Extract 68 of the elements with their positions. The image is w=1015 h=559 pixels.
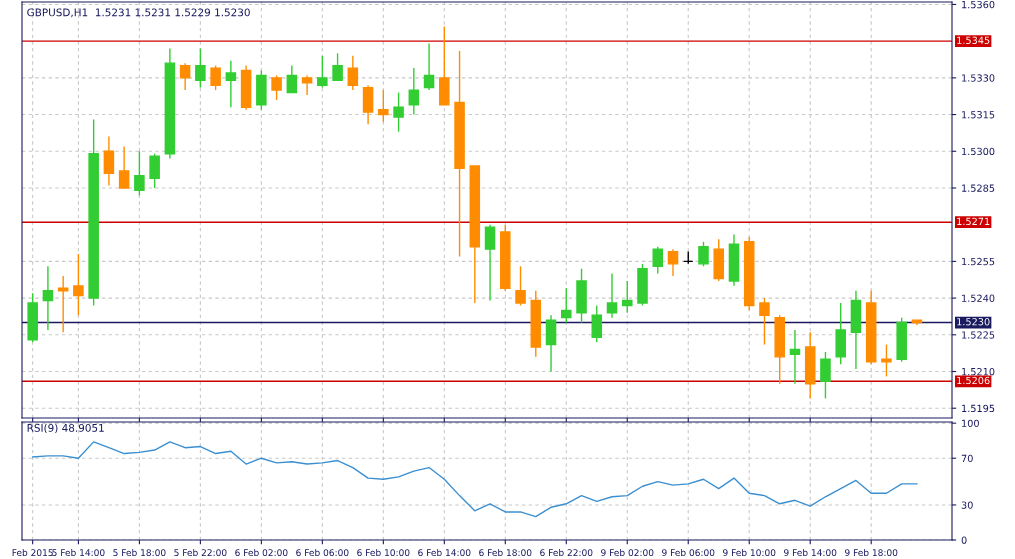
candlestick (73, 253, 84, 316)
x-tick-label: 9 Feb 18:00 (845, 549, 898, 557)
x-tick-label: 6 Feb 06:00 (296, 549, 349, 557)
y-tick-label: 1.5195 (962, 404, 995, 413)
y-tick-label: 1.5210 (962, 367, 995, 376)
candlestick (591, 304, 603, 343)
y-tick-label: 1.5240 (962, 294, 995, 302)
y-tick-label: 1.5255 (962, 257, 995, 266)
y-tick-label: 100 (962, 419, 979, 427)
candlestick (195, 47, 206, 89)
candlestick (698, 241, 709, 267)
text: GBPUSD,H1 1.5231 1.5231 1.5229 1.5230 (27, 8, 250, 18)
chart-title: RSI(9) 48.9051 (27, 423, 104, 434)
y-tick-label: 1.5225 (962, 331, 995, 339)
x-tick-label: 9 Feb 02:00 (601, 549, 654, 557)
x-tick-label: 9 Feb 06:00 (662, 549, 715, 557)
candlestick (271, 74, 282, 101)
x-tick-label: Feb 2015 (12, 549, 53, 557)
candlestick (667, 248, 679, 277)
candlestick (210, 64, 221, 91)
candlestick (820, 351, 831, 400)
candlestick (225, 60, 237, 108)
candlestick (621, 280, 633, 314)
candlestick (408, 67, 420, 116)
candlestick (347, 55, 359, 91)
candlestick (149, 153, 160, 189)
candlestick (332, 52, 343, 82)
x-tick-label: 6 Feb 02:00 (235, 549, 288, 557)
x-tick-label: 5 Feb 22:00 (174, 549, 227, 557)
candlestick (103, 135, 115, 187)
candlestick (759, 297, 770, 346)
candlestick (484, 223, 496, 302)
candlestick (179, 62, 191, 91)
candlestick (789, 329, 801, 385)
y-tick-label: 1.5360 (962, 0, 995, 9)
ref-line-label: 1.5345 (957, 36, 990, 44)
y-tick-label: 0 (961, 536, 967, 544)
y-tick-label: 1.5285 (962, 184, 995, 192)
x-tick-label: 9 Feb 14:00 (784, 549, 837, 557)
x-tick-label: 6 Feb 18:00 (479, 549, 532, 557)
candlestick (606, 272, 618, 319)
x-tick-label: 9 Feb 10:00 (723, 549, 776, 557)
y-tick-label: 1.5330 (962, 74, 995, 82)
candlestick (42, 265, 54, 331)
ref-line-label: 1.5206 (957, 376, 990, 385)
y-tick-label: 70 (961, 454, 973, 463)
candlestick (423, 42, 435, 91)
ref-line-label: 1.5271 (957, 217, 990, 226)
candlestick (378, 89, 389, 123)
line-series (31, 441, 918, 518)
x-tick-label: 5 Feb 18:00 (113, 549, 166, 557)
y-tick-label: 30 (961, 501, 973, 509)
candlestick (652, 246, 664, 275)
y-tick-label: 1.5315 (962, 111, 995, 119)
x-tick-label: 6 Feb 22:00 (540, 549, 593, 557)
x-tick-label: 6 Feb 14:00 (418, 549, 471, 557)
candlestick (393, 91, 404, 133)
candlestick (317, 55, 328, 89)
candlestick (286, 64, 298, 94)
y-tick-label: 1.5300 (962, 147, 995, 156)
x-tick-label: 5 Feb 14:00 (52, 549, 105, 557)
ref-line-label: 1.5230 (957, 318, 990, 326)
x-tick-label: 6 Feb 10:00 (357, 549, 410, 557)
candlestick (561, 287, 572, 324)
candlestick (118, 145, 130, 189)
candlestick (134, 150, 145, 197)
candlestick (515, 265, 526, 307)
candlestick (301, 74, 313, 96)
